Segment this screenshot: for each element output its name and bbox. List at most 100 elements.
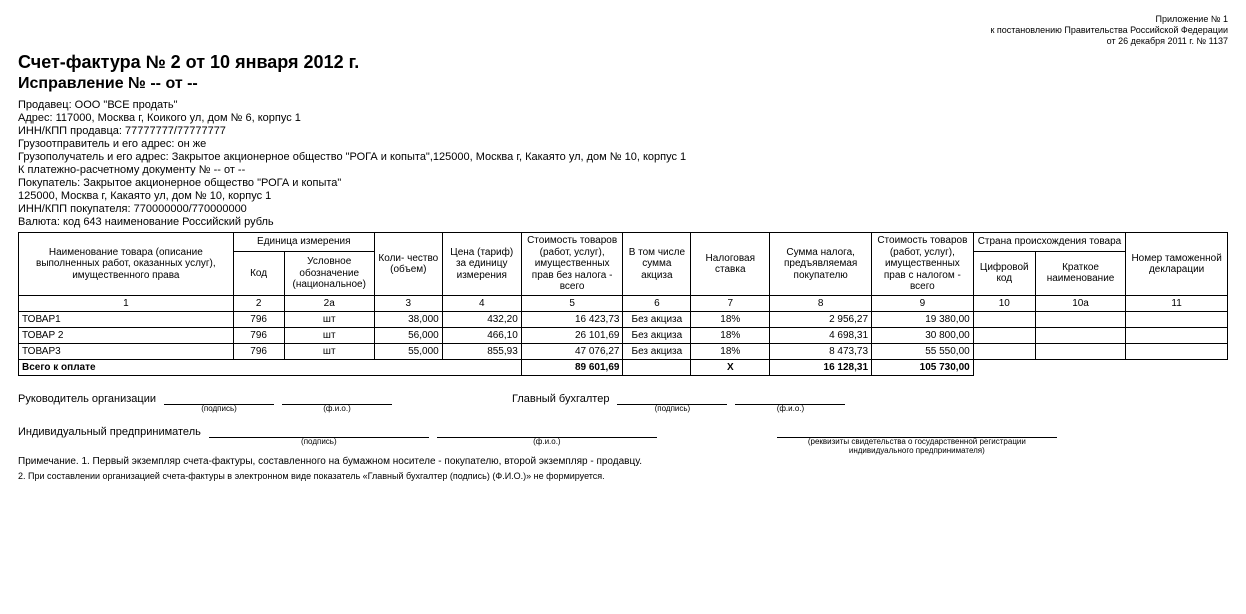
- footnote-2: 2. При составлении организацией счета-фа…: [18, 471, 1228, 481]
- col-customs: Номер таможенной декларации: [1126, 233, 1228, 296]
- colnum-cell: 11: [1126, 295, 1228, 311]
- total-cell: Х: [691, 359, 770, 375]
- sig-ip-label: Индивидуальный предприниматель: [18, 426, 201, 438]
- cell: 796: [233, 343, 284, 359]
- sig-acc-fio-line: (ф.и.о.): [735, 390, 845, 405]
- cell: шт: [284, 327, 374, 343]
- cell: Без акциза: [623, 343, 691, 359]
- cell: [1035, 327, 1125, 343]
- seller-info: Продавец: ООО "ВСЕ продать" Адрес: 11700…: [18, 99, 1228, 228]
- total-cell: 89 601,69: [521, 359, 623, 375]
- col-excise: В том числе сумма акциза: [623, 233, 691, 296]
- cell: [1126, 343, 1228, 359]
- col-country: Страна происхождения товара: [973, 233, 1126, 251]
- col-cost-with-tax: Стоимость товаров (работ, услуг), имущес…: [872, 233, 974, 296]
- cell: 8 473,73: [770, 343, 872, 359]
- cell: 26 101,69: [521, 327, 623, 343]
- col-tax-rate: Налоговая ставка: [691, 233, 770, 296]
- info-inn-buyer: ИНН/КПП покупателя: 770000000/770000000: [18, 203, 1228, 215]
- table-row: ТОВАР3796шт55,000855,9347 076,27Без акци…: [19, 343, 1228, 359]
- col-unit-code: Код: [233, 251, 284, 295]
- info-buyer: Покупатель: Закрытое акционерное обществ…: [18, 177, 1228, 189]
- cell: шт: [284, 343, 374, 359]
- appendix-line3: от 26 декабря 2011 г. № 1137: [18, 36, 1228, 47]
- cell: ТОВАР3: [19, 343, 234, 359]
- cell: 38,000: [374, 311, 442, 327]
- cell: ТОВАР 2: [19, 327, 234, 343]
- col-tax-sum: Сумма налога, предъявляемая покупателю: [770, 233, 872, 296]
- appendix-line2: к постановлению Правительства Российской…: [18, 25, 1228, 36]
- cell: 855,93: [442, 343, 521, 359]
- sig-head-fio-line: (ф.и.о.): [282, 390, 392, 405]
- info-shipper: Грузоотправитель и его адрес: он же: [18, 138, 1228, 150]
- cell: 56,000: [374, 327, 442, 343]
- cell: [973, 343, 1035, 359]
- info-buyer-addr: 125000, Москва г, Какаято ул, дом № 10, …: [18, 190, 1228, 202]
- col-name: Наименование товара (описание выполненны…: [19, 233, 234, 296]
- cell: [1035, 343, 1125, 359]
- total-row: Всего к оплате89 601,69 Х16 128,31105 730…: [19, 359, 1228, 375]
- cell: 47 076,27: [521, 343, 623, 359]
- cell: 18%: [691, 327, 770, 343]
- colnum-cell: 6: [623, 295, 691, 311]
- table-row: ТОВАР1796шт38,000432,2016 423,73Без акци…: [19, 311, 1228, 327]
- cell: 796: [233, 327, 284, 343]
- colnum-cell: 10: [973, 295, 1035, 311]
- cell: 19 380,00: [872, 311, 974, 327]
- col-country-name: Краткое наименование: [1035, 251, 1125, 295]
- cell: 55 550,00: [872, 343, 974, 359]
- col-country-code: Цифровой код: [973, 251, 1035, 295]
- cell: [1126, 327, 1228, 343]
- invoice-table: Наименование товара (описание выполненны…: [18, 232, 1228, 376]
- colnum-cell: 9: [872, 295, 974, 311]
- sig-acc-sign-line: (подпись): [617, 390, 727, 405]
- cell: [973, 311, 1035, 327]
- info-currency: Валюта: код 643 наименование Российский …: [18, 216, 1228, 228]
- cell: 18%: [691, 343, 770, 359]
- doc-title: Счет-фактура № 2 от 10 января 2012 г.: [18, 52, 1228, 73]
- info-paydoc: К платежно-расчетному документу № -- от …: [18, 164, 1228, 176]
- cell: 55,000: [374, 343, 442, 359]
- total-cell: Всего к оплате: [19, 359, 522, 375]
- sig-acc-label: Главный бухгалтер: [512, 393, 609, 405]
- doc-subtitle: Исправление № -- от --: [18, 75, 1228, 93]
- cell: шт: [284, 311, 374, 327]
- colnum-cell: 8: [770, 295, 872, 311]
- colnum-cell: 7: [691, 295, 770, 311]
- signatures-block: Руководитель организации (подпись) (ф.и.…: [18, 390, 1228, 438]
- sig-head-label: Руководитель организации: [18, 393, 156, 405]
- colnum-cell: 2: [233, 295, 284, 311]
- cell: [1126, 311, 1228, 327]
- cell: Без акциза: [623, 327, 691, 343]
- cell: [1035, 311, 1125, 327]
- cell: 466,10: [442, 327, 521, 343]
- cell: 432,20: [442, 311, 521, 327]
- col-unit-name: Условное обозначение (национальное): [284, 251, 374, 295]
- colnum-cell: 4: [442, 295, 521, 311]
- colnum-cell: 10а: [1035, 295, 1125, 311]
- colnum-cell: 5: [521, 295, 623, 311]
- cell: 30 800,00: [872, 327, 974, 343]
- total-cell: 16 128,31: [770, 359, 872, 375]
- sig-ip-sign-line: (подпись): [209, 423, 429, 438]
- cell: ТОВАР1: [19, 311, 234, 327]
- colnum-cell: 3: [374, 295, 442, 311]
- appendix-block: Приложение № 1 к постановлению Правитель…: [18, 14, 1228, 46]
- total-cell: 105 730,00: [872, 359, 974, 375]
- appendix-line1: Приложение № 1: [18, 14, 1228, 25]
- cell: 4 698,31: [770, 327, 872, 343]
- total-cell: [623, 359, 691, 375]
- sig-ip-rekv-line: (реквизиты свидетельства о государственн…: [777, 423, 1057, 438]
- cell: 2 956,27: [770, 311, 872, 327]
- sig-head-sign-line: (подпись): [164, 390, 274, 405]
- table-row: ТОВАР 2796шт56,000466,1026 101,69Без акц…: [19, 327, 1228, 343]
- info-seller: Продавец: ООО "ВСЕ продать": [18, 99, 1228, 111]
- info-inn-seller: ИНН/КПП продавца: 77777777/77777777: [18, 125, 1228, 137]
- col-qty: Коли- чество (объем): [374, 233, 442, 296]
- cell: 796: [233, 311, 284, 327]
- col-unit: Единица измерения: [233, 233, 374, 251]
- cell: [973, 327, 1035, 343]
- cell: Без акциза: [623, 311, 691, 327]
- info-address: Адрес: 117000, Москва г, Коикого ул, дом…: [18, 112, 1228, 124]
- col-price: Цена (тариф) за единицу измерения: [442, 233, 521, 296]
